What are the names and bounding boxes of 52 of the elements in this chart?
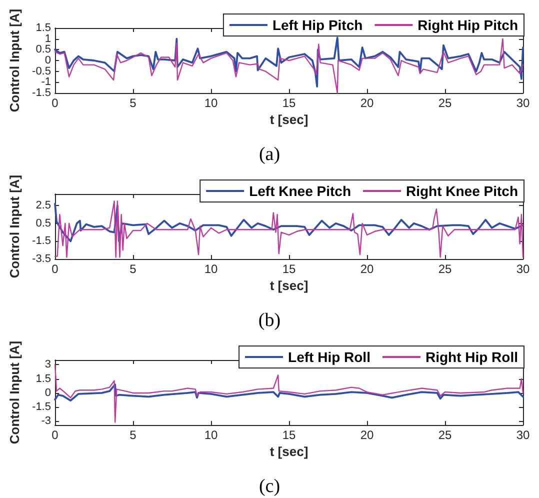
- y-axis-title: Control Input [A]: [7, 174, 22, 278]
- legend-label: Right Hip Roll: [425, 349, 518, 365]
- x-tick-label: 5: [130, 96, 137, 110]
- x-tick-label: 25: [438, 428, 452, 442]
- x-axis-title: t [sec]: [270, 444, 308, 459]
- legend-label: Left Hip Roll: [288, 349, 370, 365]
- x-tick-label: 30: [516, 96, 530, 110]
- y-tick-label: -1.5: [32, 235, 51, 248]
- y-tick-label: 1.5: [36, 372, 51, 385]
- x-tick-label: 5: [130, 262, 137, 276]
- y-axis-title: Control Input [A]: [7, 8, 22, 112]
- x-tick-label: 20: [360, 262, 374, 276]
- y-tick-label: 0: [44, 54, 51, 66]
- y-tick-label: -0.5: [32, 65, 51, 78]
- x-tick-label: 15: [282, 262, 296, 276]
- y-tick-label: -3.5: [32, 253, 51, 265]
- y-tick-label: 0.5: [36, 217, 51, 230]
- line-series: [54, 364, 524, 423]
- text: (b): [258, 310, 281, 331]
- x-tick-label: 30: [516, 428, 530, 442]
- y-tick-label: -1.5: [32, 87, 51, 99]
- x-tick-label: 15: [282, 428, 296, 442]
- y-axis-title: Control Input [A]: [7, 340, 22, 444]
- line-series: [54, 202, 524, 242]
- x-tick-label: 20: [360, 96, 374, 110]
- y-tick-label: 0.5: [36, 44, 51, 56]
- line-series: [54, 384, 524, 402]
- y-tick-label: 3: [44, 358, 51, 371]
- x-tick-label: 25: [438, 96, 452, 110]
- legend-label: Right Hip Pitch: [418, 17, 518, 33]
- y-tick-label: -1: [41, 76, 51, 88]
- x-tick-label: 5: [130, 428, 137, 442]
- y-tick-label: 2.5: [36, 200, 51, 212]
- legend-label: Left Hip Pitch: [272, 17, 363, 33]
- x-tick-label: 10: [204, 262, 218, 276]
- x-tick-label: 25: [438, 262, 452, 276]
- y-tick-label: 1.5: [36, 22, 51, 34]
- y-tick-label: 0: [44, 386, 51, 399]
- x-tick-label: 30: [516, 262, 530, 276]
- x-axis-title: t [sec]: [270, 112, 308, 127]
- x-tick-label: 10: [204, 96, 218, 110]
- legend-label: Right Knee Pitch: [406, 183, 518, 199]
- text: (c): [258, 476, 280, 497]
- x-axis-title: t [sec]: [270, 278, 308, 293]
- x-tick-label: 20: [360, 428, 374, 442]
- text: (a): [258, 144, 280, 165]
- y-tick-label: 1: [44, 32, 51, 45]
- y-tick-label: -1.5: [32, 401, 51, 414]
- x-tick-label: 15: [282, 96, 296, 110]
- x-tick-label: 10: [204, 428, 218, 442]
- legend-label: Left Knee Pitch: [249, 183, 351, 199]
- y-tick-label: -3: [41, 415, 51, 428]
